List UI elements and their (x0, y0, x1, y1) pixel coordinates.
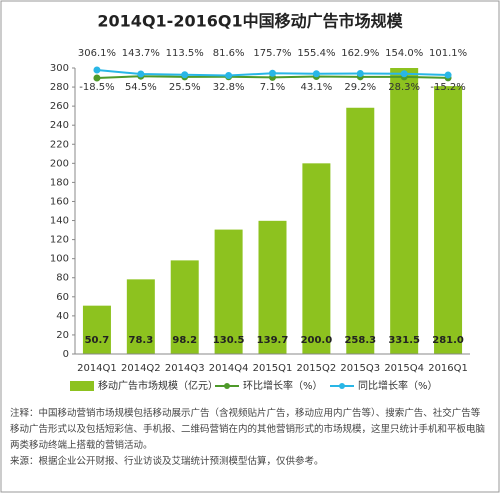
bar-label: 281.0 (432, 335, 464, 346)
bar-label: 78.3 (128, 335, 153, 346)
y-tick-label: 160 (50, 196, 69, 207)
line-point (137, 70, 145, 78)
point-label: 155.4% (297, 48, 335, 59)
y-tick-label: 240 (50, 120, 69, 131)
x-tick-label: 2015Q4 (384, 363, 424, 374)
point-label: 25.5% (169, 82, 201, 93)
point-label: 29.2% (344, 82, 376, 93)
y-tick-label: 80 (56, 273, 69, 284)
x-tick-label: 2014Q2 (121, 363, 161, 374)
line-point (444, 71, 452, 79)
point-label: 43.1% (300, 82, 332, 93)
line-point (225, 72, 233, 80)
point-label: 32.8% (213, 82, 245, 93)
bar-label: 50.7 (85, 335, 110, 346)
point-label: 7.1% (260, 82, 285, 93)
line-point (400, 70, 408, 78)
point-label: -15.2% (430, 82, 465, 93)
y-tick-label: 280 (50, 82, 69, 93)
legend-swatch (224, 383, 230, 389)
bar-label: 130.5 (213, 335, 245, 346)
line-point (356, 70, 364, 78)
x-tick-label: 2014Q3 (165, 363, 205, 374)
x-tick-label: 2016Q1 (428, 363, 468, 374)
bar (170, 260, 199, 354)
point-label: -18.5% (79, 82, 114, 93)
y-tick-label: 120 (50, 235, 69, 246)
point-label: 143.7% (122, 48, 160, 59)
bar (126, 279, 155, 354)
line-point (93, 66, 101, 74)
bar (258, 220, 287, 354)
y-tick-label: 180 (50, 177, 69, 188)
y-tick-label: 100 (50, 254, 69, 265)
y-tick-label: 140 (50, 216, 69, 227)
bar (346, 107, 375, 354)
bar (390, 68, 419, 354)
point-label: 28.3% (388, 82, 420, 93)
x-tick-label: 2014Q1 (77, 363, 117, 374)
x-tick-label: 2015Q3 (340, 363, 380, 374)
note: 注释：中国移动营销市场规模包括移动展示广告（含视频贴片广告，移动应用内广告等）、… (10, 408, 486, 451)
notes: 注释：中国移动营销市场规模包括移动展示广告（含视频贴片广告，移动应用内广告等）、… (10, 406, 488, 470)
bar (214, 229, 243, 354)
y-tick-label: 260 (50, 101, 69, 112)
bar-label: 200.0 (301, 335, 333, 346)
point-label: 81.6% (213, 48, 245, 59)
point-label: 154.0% (385, 48, 423, 59)
x-tick-label: 2014Q4 (209, 363, 249, 374)
line-point (269, 69, 276, 77)
y-tick-label: 20 (56, 330, 69, 341)
bar-label: 331.5 (388, 335, 420, 346)
point-label: 101.1% (429, 48, 467, 59)
bar-label: 139.7 (257, 335, 289, 346)
legend-label: 环比增长率（%） (243, 379, 323, 392)
point-label: 306.1% (78, 48, 116, 59)
legend-label: 移动广告市场规模（亿元） (98, 379, 218, 392)
bar-label: 98.2 (172, 335, 197, 346)
y-tick-label: 60 (56, 292, 69, 303)
legend-label: 同比增长率（%） (358, 379, 438, 392)
bar (434, 86, 463, 354)
point-label: 113.5% (166, 48, 204, 59)
legend-swatch (70, 381, 94, 391)
bar (82, 305, 111, 354)
y-tick-label: 220 (50, 139, 69, 150)
bar (302, 163, 331, 354)
line-point (93, 74, 101, 82)
source: 来源：根据企业公开财报、行业访谈及艾瑞统计预测模型估算，仅供参考。 (10, 456, 324, 467)
point-label: 54.5% (125, 82, 157, 93)
legend-swatch (339, 383, 345, 389)
bar-label: 258.3 (344, 335, 376, 346)
line-point (312, 70, 320, 78)
x-tick-label: 2015Q1 (253, 363, 293, 374)
x-tick-label: 2015Q2 (297, 363, 337, 374)
y-tick-label: 0 (63, 349, 69, 360)
y-tick-label: 200 (50, 158, 69, 169)
line-point (181, 71, 189, 79)
point-label: 162.9% (341, 48, 379, 59)
y-tick-label: 40 (56, 311, 69, 322)
point-label: 175.7% (253, 48, 291, 59)
y-tick-label: 300 (50, 63, 69, 74)
chart-title: 2014Q1-2016Q1中国移动广告市场规模 (97, 12, 403, 31)
